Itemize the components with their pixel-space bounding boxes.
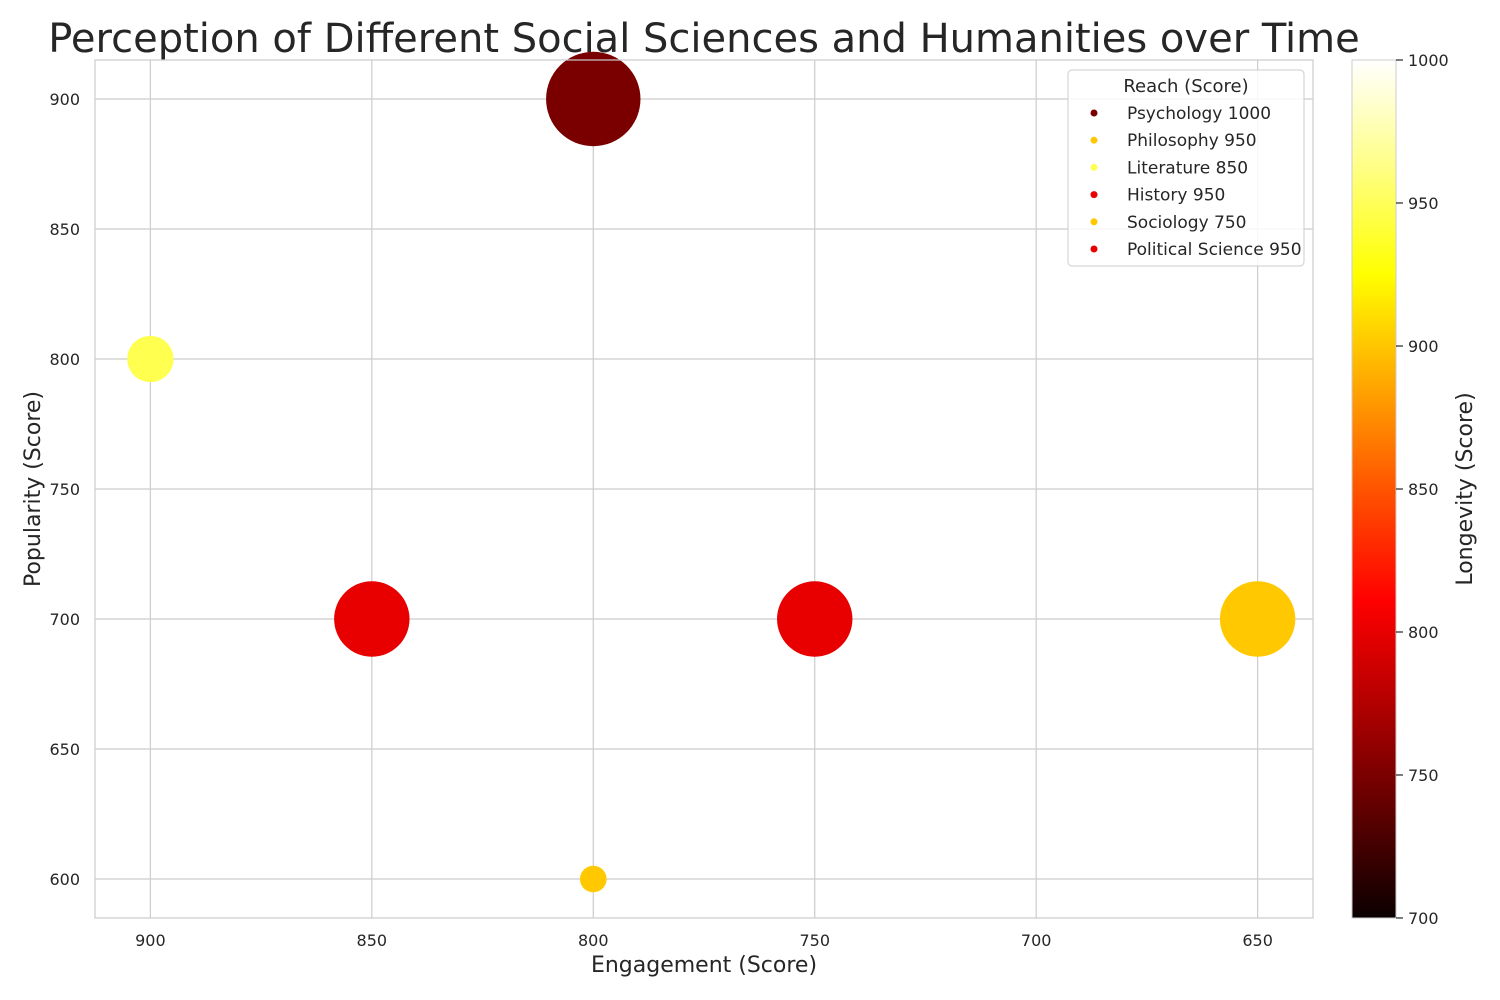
- x-tick-label: 850: [357, 931, 388, 950]
- colorbar-label: Longevity (Score): [1453, 392, 1478, 585]
- legend-marker: [1090, 245, 1098, 253]
- colorbar: 700 750 800 850 900 950 1000 Longevity (Score): [1351, 51, 1478, 928]
- colorbar-tick-label: 1000: [1408, 51, 1449, 70]
- legend-entry-label: Sociology 750: [1127, 213, 1247, 233]
- legend-marker: [1090, 136, 1098, 144]
- colorbar-tick-label: 850: [1408, 480, 1439, 499]
- legend-marker: [1090, 191, 1098, 199]
- legend-marker: [1090, 163, 1098, 171]
- colorbar-gradient: [1351, 59, 1397, 919]
- bubble-philosophy: [1219, 581, 1296, 657]
- colorbar-tick-label: 700: [1408, 909, 1439, 928]
- y-tick-label: 800: [49, 350, 80, 369]
- plot-frame: [94, 59, 1314, 919]
- y-tick-label: 750: [49, 480, 80, 499]
- legend-entry-label: Psychology 1000: [1127, 104, 1271, 124]
- bubble-psychology: [546, 51, 641, 147]
- colorbar-tick-label: 950: [1408, 194, 1439, 213]
- y-tick-label: 900: [49, 90, 80, 109]
- y-tick-label: 700: [49, 610, 80, 629]
- legend-entry-label: Philosophy 950: [1127, 131, 1257, 151]
- chart-title: Perception of Different Social Sciences …: [48, 16, 1360, 62]
- legend-entry-label: Political Science 950: [1127, 240, 1302, 260]
- colorbar-tick-label: 800: [1408, 623, 1439, 642]
- colorbar-tick-label: 750: [1408, 766, 1439, 785]
- y-tick-label: 850: [49, 220, 80, 239]
- bubble-sociology: [579, 865, 607, 893]
- legend-entry-label: Literature 850: [1127, 158, 1248, 178]
- y-axis-label: Popularity (Score): [21, 391, 46, 587]
- bubble-literature: [127, 335, 174, 383]
- legend-entry-label: History 950: [1127, 186, 1225, 206]
- x-tick-label: 800: [578, 931, 609, 950]
- bubble-history: [334, 581, 410, 657]
- legend-entries: Psychology 1000 Philosophy 950 Literature …: [1090, 104, 1302, 260]
- x-tick-label: 750: [799, 931, 830, 950]
- bubble-political-science: [777, 581, 853, 657]
- legend: Reach (Score) Psychology 1000 Philosophy …: [1067, 69, 1305, 267]
- x-tick-label: 650: [1242, 931, 1273, 950]
- colorbar-tick-label: 900: [1408, 337, 1439, 356]
- legend-box: [1067, 69, 1305, 267]
- x-axis-label: Engagement (Score): [591, 953, 817, 978]
- points-layer: [127, 51, 1296, 893]
- legend-marker: [1090, 218, 1098, 226]
- legend-marker: [1090, 109, 1098, 117]
- x-tick-label: 900: [135, 931, 166, 950]
- legend-title: Reach (Score): [1123, 76, 1248, 97]
- y-tick-label: 600: [49, 870, 80, 889]
- colorbar-ticks: 700 750 800 850 900 950 1000: [1396, 51, 1449, 928]
- x-tick-label: 700: [1021, 931, 1052, 950]
- ticks-layer: 900 850 800 750 700 650 600 650 700 750 800 850 900: [49, 90, 1272, 950]
- y-tick-label: 650: [49, 740, 80, 759]
